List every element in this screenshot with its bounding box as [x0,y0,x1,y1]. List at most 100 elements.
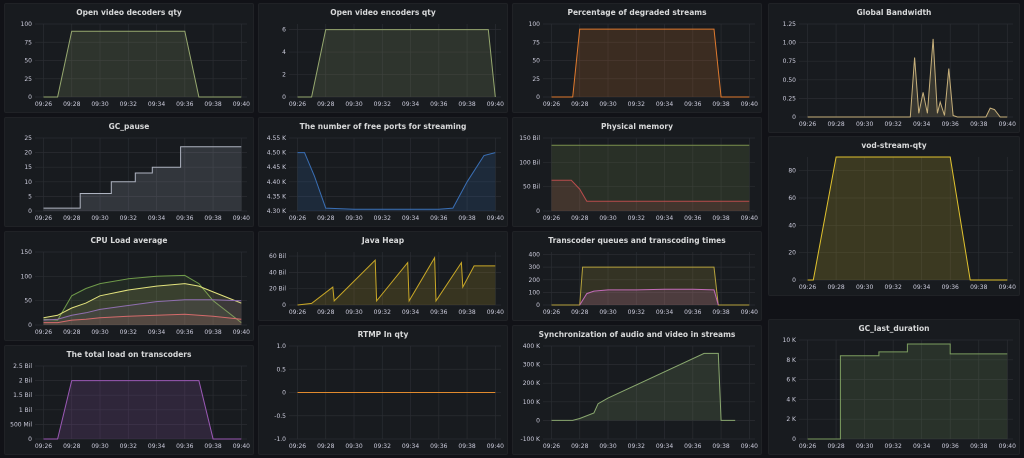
panel-transcoder-queues[interactable]: Transcoder queues and transcoding times 0… [512,231,762,321]
x-tick-label: 09:26 [289,443,306,450]
panel-gc-pause[interactable]: GC_pause 0 5 10 15 20 25 09:26 09:28 09:30 09:32 09… [4,117,254,227]
panel-title[interactable]: CPU Load average [90,236,168,245]
y-tick-label: 0 [792,277,796,284]
x-tick-label: 09:30 [91,443,108,450]
x-tick-label: 09:38 [458,309,475,316]
chart-degraded-streams: 0 25 50 75 100 09:26 09:28 09:30 09:32 09:34 09:36… [529,21,759,108]
x-tick-label: 09:40 [741,443,758,450]
panel-title[interactable]: Java Heap [361,236,405,245]
series-line[interactable] [551,352,736,421]
series-line[interactable] [297,255,496,306]
series-line[interactable] [807,343,1008,440]
y-tick-label: 4.40 K [267,179,287,186]
y-tick-label: 0 [282,390,286,397]
series-line[interactable] [579,288,719,306]
panel-av-sync[interactable]: Synchronization of audio and video in st… [512,325,762,455]
y-tick-label: 100 Bil [519,159,540,166]
x-tick-label: 09:40 [233,215,250,222]
x-tick-label: 09:32 [885,284,902,291]
x-tick-label: 09:38 [712,443,729,450]
panel-title[interactable]: Synchronization of audio and video in st… [538,330,736,339]
panel-title[interactable]: Global Bandwidth [856,8,932,17]
panel-free-ports[interactable]: The number of free ports for streaming 4.… [258,117,508,227]
panel-title[interactable]: The number of free ports for streaming [299,122,467,131]
y-tick-label: 100 [21,273,33,280]
x-tick-label: 09:30 [599,443,616,450]
panel-degraded-streams[interactable]: Percentage of degraded streams 0 25 50 75 100… [512,3,762,113]
x-tick-label: 09:36 [430,101,447,108]
x-tick-label: 09:32 [628,309,645,316]
x-tick-label: 09:28 [571,101,588,108]
series-line[interactable] [807,38,1008,118]
y-tick-label: 4.30 K [267,208,287,215]
panel-open-video-encoders[interactable]: Open video encoders qty 0 2 4 6 09:26 09:28 09:… [258,3,508,113]
panel-title[interactable]: GC_pause [108,122,150,131]
series-line[interactable] [807,156,1008,281]
panel-title[interactable]: Percentage of degraded streams [567,8,707,17]
panel-title[interactable]: vod-stream-qty [861,141,927,150]
x-tick-label: 09:32 [374,215,391,222]
series-line[interactable] [43,274,242,323]
series-line[interactable] [551,28,750,98]
y-tick-label: 75 [532,39,540,46]
panel-open-video-decoders[interactable]: Open video decoders qty 0 25 50 75 100 09:26 09… [4,3,254,113]
y-tick-label: 8 K [786,357,797,364]
x-tick-label: 09:38 [204,329,221,336]
panel-title[interactable]: Open video encoders qty [330,8,436,17]
series-line[interactable] [43,313,242,324]
panel-title[interactable]: GC_last_duration [858,324,930,333]
panel-global-bandwidth[interactable]: Global Bandwidth 0 0.25 0.50 0.75 1.00 1.25 09:… [768,3,1020,133]
series-line[interactable] [43,299,242,321]
panel-title[interactable]: Open video decoders qty [76,8,182,17]
panel-rtmp-in-qty[interactable]: RTMP In qty -1.0 -0.5 0 0.5 1.0 09:26 09:28 09:3… [258,325,508,455]
series-line[interactable] [43,30,242,98]
x-tick-label: 09:38 [458,443,475,450]
x-tick-label: 09:36 [684,101,701,108]
panel-title[interactable]: Transcoder queues and transcoding times [548,236,726,245]
series-line[interactable] [297,152,496,210]
x-tick-label: 09:38 [970,284,987,291]
x-tick-label: 09:40 [999,443,1016,450]
panel-title[interactable]: Physical memory [601,122,673,131]
x-tick-label: 09:32 [885,121,902,128]
panel-transcoder-load[interactable]: The total load on transcoders 0 500 Mil 1 B… [4,345,254,455]
series-area [43,146,242,211]
y-tick-label: -100 K [521,436,542,443]
y-tick-label: 0 [536,302,540,309]
series-line[interactable] [551,179,750,202]
series-line[interactable] [551,266,750,306]
panel-gc-last-duration[interactable]: GC_last_duration 0 2 K 4 K 6 K 8 K 10 K 09:26 09… [768,319,1020,455]
x-tick-label: 09:26 [35,329,52,336]
x-tick-label: 09:34 [656,443,673,450]
y-tick-label: 1.0 [276,343,286,350]
y-tick-label: 60 [788,195,796,202]
panel-title[interactable]: The total load on transcoders [66,350,192,359]
x-tick-label: 09:28 [827,121,844,128]
series-area [43,275,242,325]
y-tick-label: 80 [788,168,796,175]
x-tick-label: 09:40 [741,101,758,108]
x-tick-label: 09:34 [402,215,419,222]
panel-java-heap[interactable]: Java Heap 0 20 Bil 40 Bil 60 Bil 09:26 09:28 09… [258,231,508,321]
x-tick-label: 09:28 [571,215,588,222]
series-line[interactable] [297,29,496,98]
y-tick-label: 10 K [783,337,798,344]
panel-vod-stream-qty[interactable]: vod-stream-qty 0 20 40 60 80 09:26 09:28 09:30 09… [768,136,1020,296]
y-tick-label: 200 [529,277,541,284]
series-line[interactable] [43,380,242,440]
chart-gc-pause: 0 5 10 15 20 25 09:26 09:28 09:30 09:32 09:34 09:36… [24,135,250,222]
y-tick-label: 6 K [786,377,797,384]
y-tick-label: 20 Bil [269,286,286,293]
panel-title[interactable]: RTMP In qty [357,330,409,339]
panel-physical-memory[interactable]: Physical memory 0 50 Bil 100 Bil 150 Bil 09:2… [512,117,762,227]
x-tick-label: 09:40 [487,215,504,222]
y-tick-label: 400 [529,252,541,259]
panel-cpu-load[interactable]: CPU Load average 0 50 100 150 09:26 09:28 09:30… [4,231,254,341]
x-tick-label: 09:32 [120,329,137,336]
series-line[interactable] [43,146,242,209]
x-tick-label: 09:40 [233,443,250,450]
y-tick-label: 40 [788,222,796,229]
y-tick-label: 50 [532,58,540,65]
series-line[interactable] [43,283,242,319]
y-tick-label: 300 K [523,362,541,369]
